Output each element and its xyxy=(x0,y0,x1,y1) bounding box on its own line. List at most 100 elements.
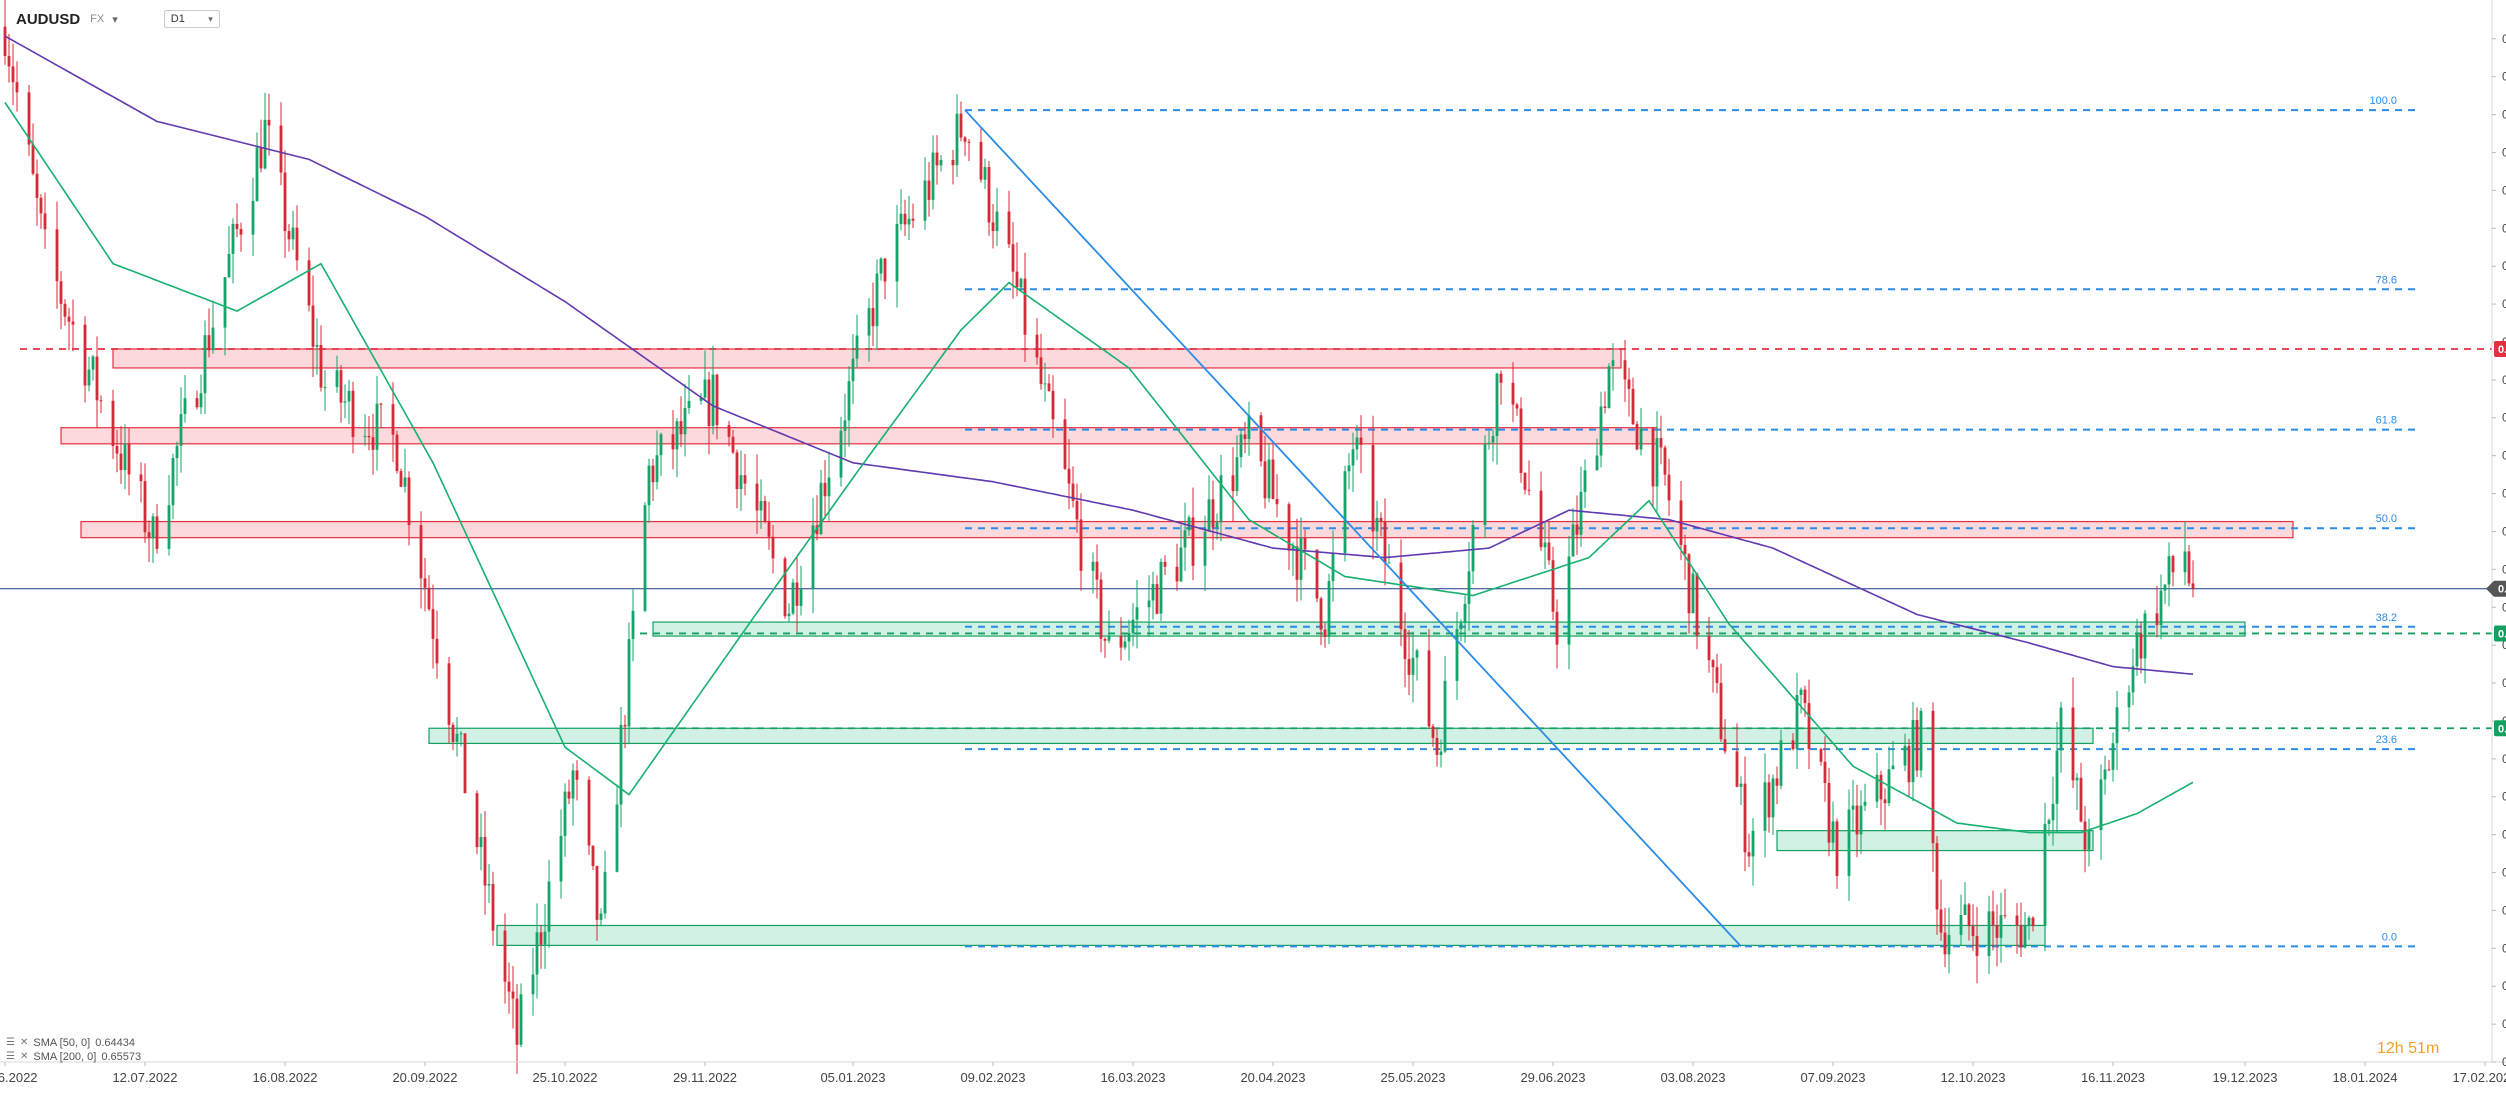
symbol-suffix: FX xyxy=(90,13,105,25)
candle-down xyxy=(143,481,147,533)
candle-up xyxy=(1375,517,1379,532)
settings-icon[interactable]: ☰ xyxy=(6,1051,15,1062)
candle-up xyxy=(375,403,379,450)
candle-up xyxy=(655,455,659,483)
candle-down xyxy=(651,465,655,483)
candle-up xyxy=(2131,666,2135,693)
candle-down xyxy=(7,56,11,67)
candle-down xyxy=(1435,737,1439,755)
candle-down xyxy=(1431,726,1435,738)
candle-down xyxy=(1879,774,1883,800)
candle-down xyxy=(2083,821,2087,850)
candle-down xyxy=(1015,271,1019,288)
candle-down xyxy=(451,724,455,742)
close-icon[interactable]: ✕ xyxy=(19,1051,29,1062)
legend-item-sma200[interactable]: ☰ ✕ SMA [200, 0] 0.65573 xyxy=(6,1050,141,1064)
candle-down xyxy=(1743,783,1747,853)
y-tick-label: 0.71872 xyxy=(2502,70,2506,84)
candle-down xyxy=(903,213,907,225)
candle-up xyxy=(1471,525,1475,572)
symbol-name[interactable]: AUDUSD xyxy=(16,10,81,28)
candle-up xyxy=(2127,692,2131,708)
candle-up xyxy=(487,884,491,886)
candle-up xyxy=(819,482,823,535)
support-price-tag-bg xyxy=(2494,625,2506,642)
close-icon[interactable]: ✕ xyxy=(19,1037,29,1048)
x-tick-label: 07.09.2023 xyxy=(1800,1070,1865,1085)
candle-up xyxy=(151,516,155,539)
candle-up xyxy=(1891,765,1895,770)
sma50-line xyxy=(4,102,2194,834)
candle-up xyxy=(1999,915,2003,938)
candle-up xyxy=(879,258,883,274)
y-tick-label: 0.67875 xyxy=(2502,449,2506,463)
candle-down xyxy=(771,536,775,559)
legend-item-sma50[interactable]: ☰ ✕ SMA [50, 0] 0.64434 xyxy=(6,1036,141,1050)
candle-down xyxy=(1883,799,1887,804)
candle-up xyxy=(1903,745,1907,766)
resistance-price-tag: 0.69000 xyxy=(2498,344,2506,356)
candle-down xyxy=(1835,821,1839,876)
y-tick-label: 0.66676 xyxy=(2502,562,2506,576)
timeframe-select[interactable]: D1 ▾ xyxy=(163,10,220,28)
horizontal-lines-layer xyxy=(0,348,2492,730)
candle-down xyxy=(883,258,887,282)
candle-up xyxy=(1439,751,1443,755)
candle-down xyxy=(139,474,143,482)
candle-down xyxy=(1523,472,1527,490)
candle-up xyxy=(1235,457,1239,492)
candle-down xyxy=(71,321,75,325)
x-tick-label: 20.09.2022 xyxy=(392,1070,457,1085)
candle-down xyxy=(539,932,543,945)
candle-up xyxy=(1911,720,1915,783)
candle-up xyxy=(1183,530,1187,548)
candle-down xyxy=(575,770,579,780)
y-tick-label: 0.68275 xyxy=(2502,411,2506,425)
candle-up xyxy=(603,871,607,914)
candle-down xyxy=(391,404,395,435)
candle-down xyxy=(435,638,439,664)
candle-down xyxy=(1719,682,1723,740)
candle-up xyxy=(847,381,851,421)
y-tick-label: 0.64677 xyxy=(2502,752,2506,766)
settings-icon[interactable]: ☰ xyxy=(6,1037,15,1048)
candle-up xyxy=(1147,600,1151,608)
candle-up xyxy=(699,397,703,401)
candle-up xyxy=(791,582,795,614)
candle-down xyxy=(1627,379,1631,389)
candle-up xyxy=(1131,619,1135,633)
candle-up xyxy=(167,505,171,549)
candle-down xyxy=(1303,537,1307,550)
candle-up xyxy=(1491,436,1495,443)
candle-down xyxy=(1263,461,1267,499)
candle-down xyxy=(1915,720,1919,771)
candle-down xyxy=(311,305,315,347)
candle-down xyxy=(783,558,787,617)
candle-down xyxy=(1499,373,1503,383)
candle-down xyxy=(1635,424,1639,450)
legend-value: 0.65573 xyxy=(101,1051,142,1063)
candle-up xyxy=(183,398,187,415)
candle-down xyxy=(431,609,435,639)
candle-up xyxy=(2055,750,2059,804)
y-tick-label: 0.70673 xyxy=(2502,183,2506,197)
candle-down xyxy=(307,260,311,306)
candle-down xyxy=(31,144,35,174)
candle-down xyxy=(1975,936,1979,956)
x-tick-label: 09.02.2023 xyxy=(960,1070,1025,1085)
support-price-tag: 0.66000 xyxy=(2498,628,2506,640)
candle-down xyxy=(1071,483,1075,501)
candle-up xyxy=(535,932,539,975)
candle-down xyxy=(2107,769,2111,771)
candle-up xyxy=(811,525,815,590)
candle-up xyxy=(2135,633,2139,667)
symbol-dropdown-icon[interactable]: ▾ xyxy=(112,13,118,26)
candle-down xyxy=(95,356,99,401)
candle-down xyxy=(1211,499,1215,528)
candle-down xyxy=(1067,468,1071,484)
candle-down xyxy=(1687,554,1691,614)
candle-down xyxy=(1175,566,1179,582)
candle-down xyxy=(99,400,103,402)
